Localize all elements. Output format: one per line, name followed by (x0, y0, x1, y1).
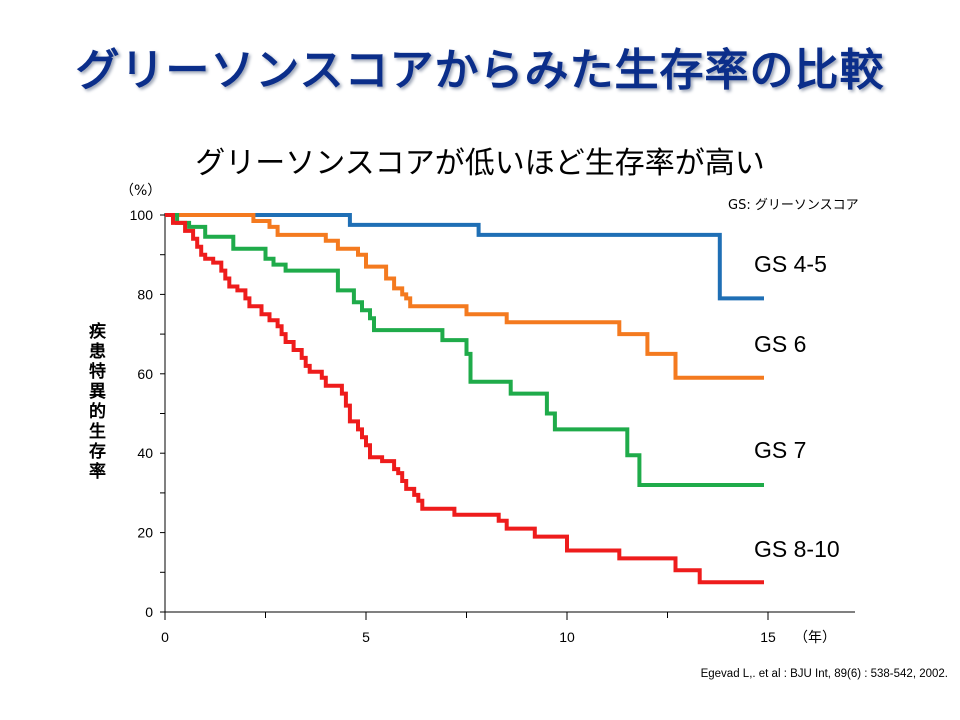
x-axis-label: （年） (794, 629, 836, 645)
series-label: GS 6 (754, 331, 806, 357)
series-label: GS 4-5 (754, 251, 827, 277)
legend-note: GS: グリーソンスコア (728, 198, 859, 213)
x-tick-label: 10 (559, 629, 575, 645)
y-axis-label: 疾患特異的生存率 (85, 322, 105, 482)
series-line-gs-6 (165, 213, 764, 380)
series-line-gs-8-10 (165, 213, 764, 585)
citation: Egevad L,. et al : BJU Int, 89(6) : 538-… (700, 668, 948, 680)
y-tick-label: 80 (137, 286, 153, 302)
x-tick-label: 5 (362, 629, 370, 645)
y-tick-label: 0 (145, 604, 153, 620)
series-line-gs-7 (165, 213, 764, 487)
series-line-gs-4-5 (165, 213, 764, 301)
y-tick-label: 20 (137, 525, 153, 541)
series-label: GS 7 (754, 437, 806, 463)
x-tick-label: 15 (760, 629, 776, 645)
series-label: GS 8-10 (754, 536, 840, 562)
chart-series (165, 213, 764, 585)
y-axis-unit: （%） (120, 183, 162, 199)
chart-subtitle: グリーソンスコアが低いほど生存率が高い (195, 146, 765, 181)
slide-title: グリーソンスコアからみた生存率の比較 (75, 45, 885, 96)
chart-labels: GS 4-5 GS 6 GS 7 GS 8-10 (754, 251, 840, 562)
y-tick-label: 60 (137, 366, 153, 382)
y-tick-label: 40 (137, 445, 153, 461)
y-tick-label: 100 (130, 207, 154, 223)
chart-axes: 0 20 40 60 80 100 0 5 10 15 （年） (130, 207, 855, 645)
x-tick-label: 0 (161, 629, 169, 645)
